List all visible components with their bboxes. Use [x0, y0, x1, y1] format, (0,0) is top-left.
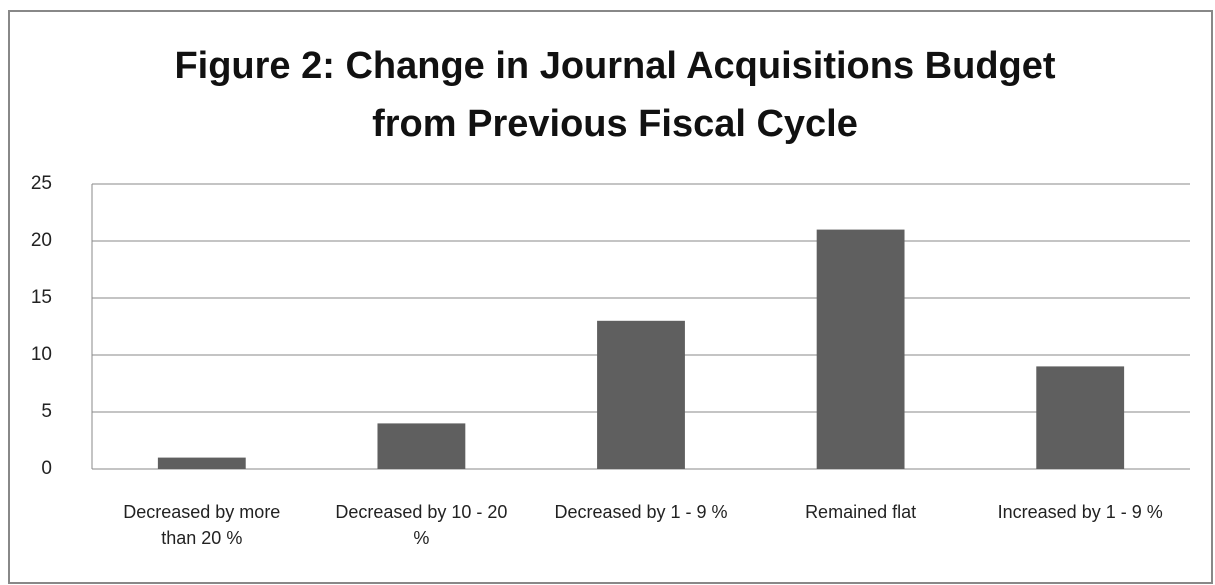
y-tick-label: 15: [31, 287, 52, 308]
x-tick-label: Decreased by more than 20 %: [123, 502, 281, 548]
bar: [157, 457, 246, 469]
chart-title: from Previous Fiscal Cycle: [372, 103, 858, 145]
x-tick-label: Increased by 1 - 9 %: [997, 502, 1163, 522]
chart-title: Figure 2: Change in Journal Acquisitions…: [174, 45, 1055, 87]
x-tick-label: Decreased by 10 - 20 %: [335, 502, 508, 548]
y-tick-label: 20: [31, 230, 52, 251]
bar: [816, 229, 905, 469]
y-tick-label: 25: [31, 173, 52, 194]
y-tick-label: 0: [41, 458, 52, 479]
y-tick-label: 5: [41, 401, 52, 422]
bar: [377, 423, 466, 469]
x-tick-label: Remained flat: [805, 502, 917, 522]
bar: [1036, 366, 1125, 469]
chart-border: [8, 10, 1213, 584]
y-tick-label: 10: [31, 344, 52, 365]
bar: [597, 320, 685, 469]
x-tick-label: Decreased by 1 - 9 %: [554, 502, 728, 522]
